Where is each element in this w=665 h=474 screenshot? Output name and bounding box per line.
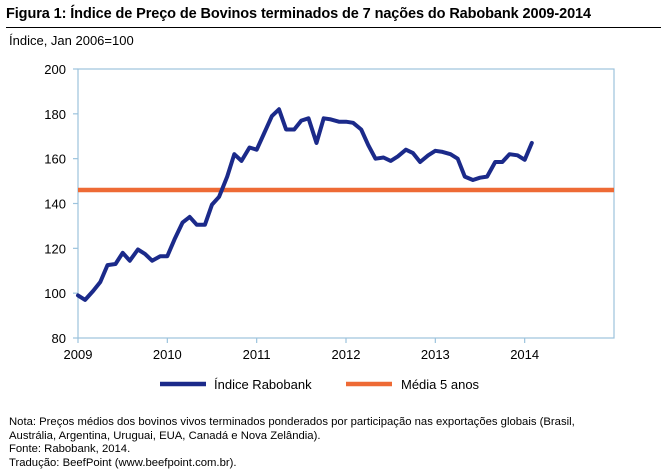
series-layer xyxy=(76,107,614,302)
notes-block: Nota: Preços médios dos bovinos vivos te… xyxy=(9,416,661,470)
y-axis: 80 100 120 140 160 180 200 xyxy=(44,62,78,346)
x-tick-label: 2009 xyxy=(64,347,93,362)
x-tick-label: 2011 xyxy=(243,347,271,362)
title-underline xyxy=(6,27,661,28)
legend: Índice Rabobank Média 5 anos xyxy=(160,377,480,392)
y-tick-label: 140 xyxy=(44,197,66,212)
legend-label: Índice Rabobank xyxy=(214,377,312,392)
x-tick-label: 2010 xyxy=(153,347,182,362)
translation-line: Tradução: BeefPoint (www.beefpoint.com.b… xyxy=(9,456,237,469)
figure-title: Figura 1: Índice de Preço de Bovinos ter… xyxy=(6,6,591,22)
line-chart: Índice, Jan 2006=100 80 100 120 140 160 180 20… xyxy=(9,33,615,392)
y-tick-label: 200 xyxy=(44,62,66,77)
note-line-2: Austrália, Argentina, Uruguai, EUA, Cana… xyxy=(9,429,321,442)
x-tick-label: 2013 xyxy=(421,347,450,362)
legend-label: Média 5 anos xyxy=(401,377,480,392)
source-line: Fonte: Rabobank, 2014. xyxy=(9,443,131,455)
y-tick-label: 80 xyxy=(52,331,66,346)
x-tick-label: 2012 xyxy=(332,347,361,362)
y-tick-label: 180 xyxy=(44,107,66,122)
y-tick-label: 120 xyxy=(44,241,66,256)
y-tick-label: 100 xyxy=(44,286,66,301)
note-line-1: Nota: Preços médios dos bovinos vivos te… xyxy=(9,416,575,428)
y-tick-label: 160 xyxy=(44,152,66,167)
x-tick-label: 2014 xyxy=(510,347,539,362)
x-axis: 2009 2010 2011 2012 2013 2014 xyxy=(64,338,539,362)
series-line-indice-rabobank xyxy=(76,107,534,302)
y-axis-label: Índice, Jan 2006=100 xyxy=(9,33,134,48)
plot-area-frame xyxy=(77,68,615,339)
